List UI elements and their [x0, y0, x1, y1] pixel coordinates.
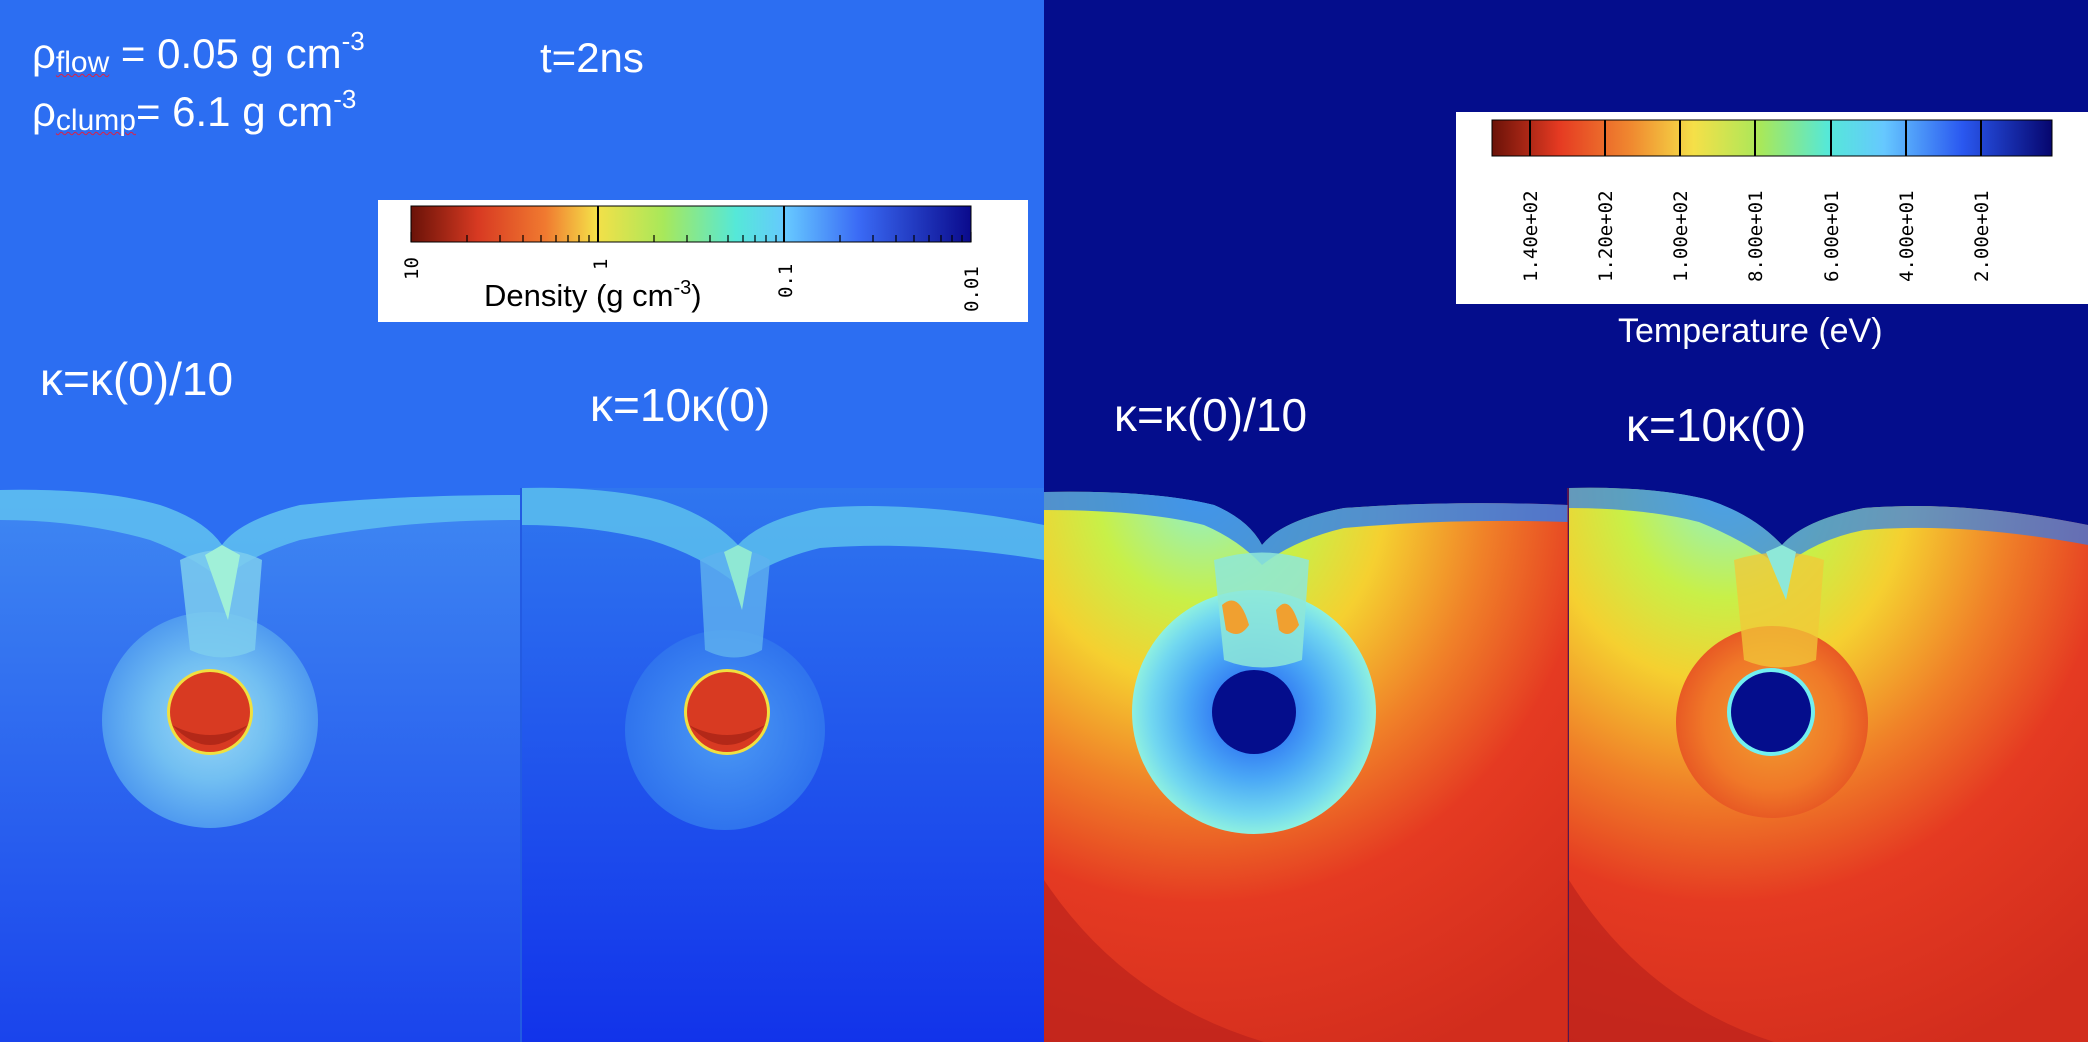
temperature-panel-low-kappa: [1044, 491, 1568, 1042]
temperature-low-kappa-label: κ=κ(0)/10: [1114, 389, 1308, 441]
density-simulation-image: [0, 487, 1044, 1042]
rho-flow-annotation: ρflow = 0.05 g cm-3: [32, 26, 365, 79]
temperature-colorbar-graphic: [1491, 119, 2053, 157]
temperature-colorbar: 1.40e+02 1.20e+02 1.00e+02 8.00e+01 6.00…: [1456, 112, 2088, 304]
density-high-kappa-label: κ=10κ(0): [590, 379, 771, 431]
density-low-kappa-label: κ=κ(0)/10: [40, 353, 234, 405]
temperature-high-kappa-label: κ=10κ(0): [1626, 399, 1807, 451]
density-colorbar: 10 1 0.1 0.01 Density (g cm-3): [378, 200, 1028, 322]
temperature-tick-label: 1.40e+02: [1520, 190, 1542, 282]
temperature-tick-label: 4.00e+01: [1896, 190, 1918, 282]
temperature-tick-label: 8.00e+01: [1745, 190, 1767, 282]
temperature-simulation-image: [1044, 487, 2088, 1042]
temperature-tick-label: 1.00e+02: [1670, 190, 1692, 282]
density-tick-label: 0.01: [961, 266, 983, 312]
temperature-panel-high-kappa: [1569, 487, 2088, 1042]
density-panel-group: ρflow = 0.05 g cm-3 ρclump= 6.1 g cm-3 t…: [0, 0, 1044, 1042]
density-panel-high-kappa: [522, 487, 1044, 1042]
rho-clump-annotation: ρclump= 6.1 g cm-3: [32, 84, 357, 137]
temperature-tick-label: 1.20e+02: [1595, 190, 1617, 282]
density-tick-label: 10: [401, 257, 423, 280]
temperature-tick-label: 6.00e+01: [1821, 190, 1843, 282]
temperature-panel-group: 1.40e+02 1.20e+02 1.00e+02 8.00e+01 6.00…: [1044, 0, 2088, 1042]
density-colorbar-graphic: [410, 205, 972, 243]
density-colorbar-caption: Density (g cm-3): [484, 277, 702, 313]
density-tick-label: 0.1: [775, 263, 797, 298]
temperature-colorbar-caption: Temperature (eV): [1618, 312, 1883, 350]
time-annotation: t=2ns: [540, 34, 644, 81]
temperature-tick-label: 2.00e+01: [1971, 190, 1993, 282]
density-tick-label: 1: [590, 258, 612, 270]
density-panel-low-kappa: [0, 489, 520, 1042]
